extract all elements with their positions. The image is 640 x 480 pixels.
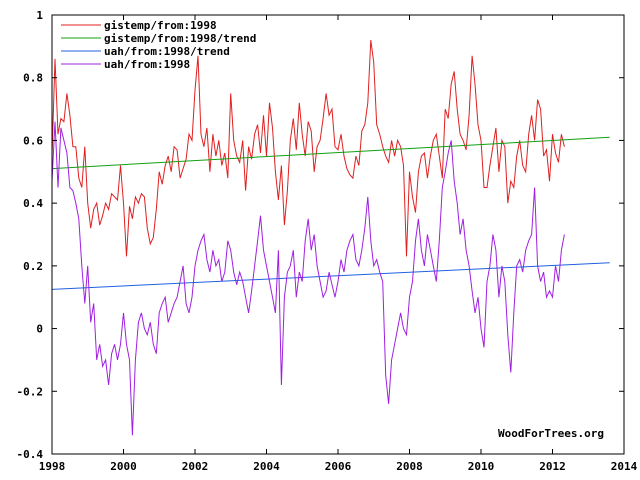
series-line-1: [51, 136, 610, 170]
series-layer: [51, 40, 610, 436]
series-line-0: [51, 40, 565, 257]
y-tick-label: -0.2: [17, 385, 44, 398]
x-tick-label: 2006: [325, 460, 352, 473]
x-tick-label: 2010: [468, 460, 495, 473]
legend: gistemp/from:1998gistemp/from:1998/trend…: [61, 19, 256, 71]
y-tick-label: 0: [36, 323, 43, 336]
legend-label: gistemp/from:1998: [104, 19, 217, 32]
x-tick-label: 2004: [253, 460, 280, 473]
x-tick-label: 1998: [39, 460, 66, 473]
x-tick-label: 2012: [539, 460, 566, 473]
x-tick-label: 2002: [182, 460, 209, 473]
y-tick-label: 0.4: [23, 197, 43, 210]
y-tick-label: 1: [36, 9, 43, 22]
legend-label: uah/from:1998/trend: [104, 45, 230, 58]
y-tick-label: -0.4: [17, 448, 44, 461]
y-tick-label: 0.6: [23, 134, 43, 147]
ticks-layer: 1998 2000 2002 2004 2006 2008 2010 2012 2014 1 0.8…: [17, 9, 638, 473]
y-tick-label: 0.8: [23, 72, 43, 85]
watermark-label: WoodForTrees.org: [498, 427, 604, 440]
y-tick-label: 0.2: [23, 260, 43, 273]
series-line-3: [51, 121, 565, 436]
x-tick-label: 2008: [396, 460, 423, 473]
legend-label: gistemp/from:1998/trend: [104, 32, 256, 45]
x-tick-label: 2000: [110, 460, 137, 473]
legend-label: uah/from:1998: [104, 58, 190, 71]
x-tick-label: 2014: [611, 460, 638, 473]
